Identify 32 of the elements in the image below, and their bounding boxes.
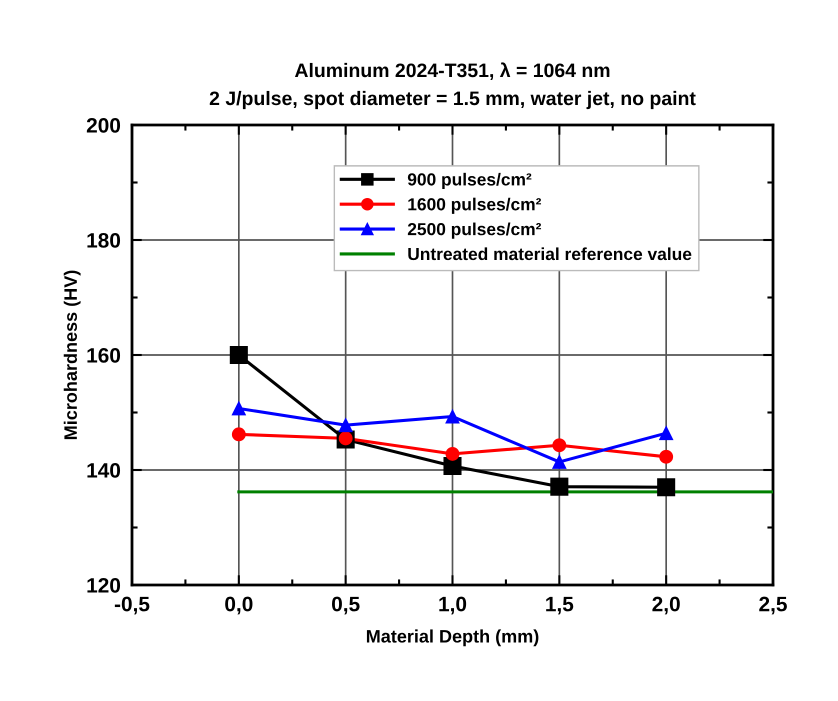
point bbox=[338, 418, 353, 432]
point bbox=[659, 426, 674, 440]
point bbox=[552, 455, 566, 469]
y-tick-label: 200 bbox=[86, 118, 120, 133]
chart-subtitle: 2 J/pulse, spot diameter = 1.5 mm, water jet, no paint bbox=[210, 90, 696, 110]
x-tick-label: 2,0 bbox=[652, 596, 680, 614]
legend-label: 1600 pulses/cm² bbox=[408, 198, 542, 214]
point bbox=[232, 402, 246, 416]
y-tick-label: 180 bbox=[87, 233, 120, 248]
point bbox=[659, 450, 674, 464]
point bbox=[657, 478, 676, 496]
point bbox=[446, 410, 460, 424]
y-tick-label: 160 bbox=[87, 348, 120, 363]
x-tick-label: 0,5 bbox=[332, 596, 360, 614]
point bbox=[232, 427, 246, 442]
legend-label: 2500 pulses/cm² bbox=[408, 222, 542, 239]
point bbox=[230, 346, 248, 364]
legend-label: 900 pulses/cm² bbox=[408, 172, 532, 190]
legend-label: Untreated material reference value bbox=[408, 247, 692, 260]
x-tick-label: 0,0 bbox=[225, 596, 252, 614]
chart-title: Aluminum 2024-T351, λ = 1064 nm bbox=[294, 62, 610, 80]
y-tick-label: 120 bbox=[87, 578, 120, 593]
y-axis-title: Microhardness (HV) bbox=[64, 270, 81, 440]
point bbox=[446, 446, 460, 461]
point bbox=[550, 478, 568, 496]
x-tick-label: -0,5 bbox=[114, 596, 150, 614]
x-tick-label: 1,0 bbox=[439, 596, 466, 614]
x-tick-label: 1,5 bbox=[546, 596, 574, 614]
y-tick-label: 140 bbox=[87, 463, 120, 478]
x-axis-title: Material Depth (mm) bbox=[366, 629, 538, 646]
x-tick-label: 2,5 bbox=[759, 596, 787, 614]
point bbox=[552, 438, 566, 452]
